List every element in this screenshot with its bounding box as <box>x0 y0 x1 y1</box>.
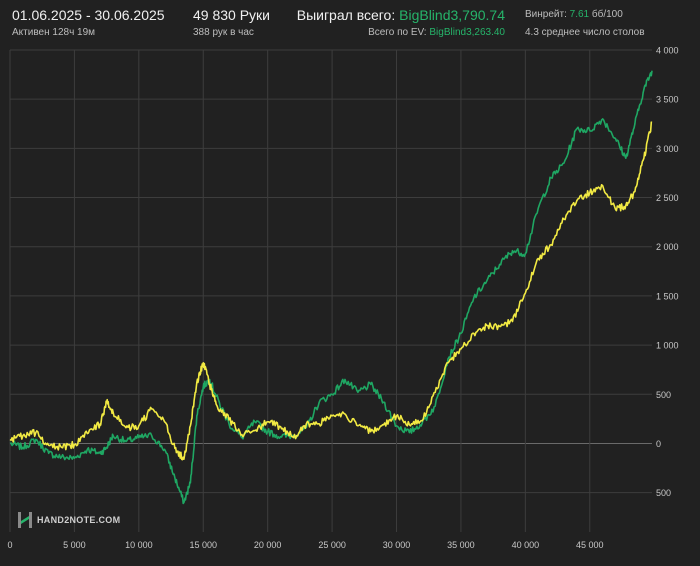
header: 01.06.2025 - 30.06.2025 Активен 128ч 19м… <box>0 0 700 44</box>
avg-tables: 4.3 среднее число столов <box>525 27 645 38</box>
y-tick-label: 3 500 <box>656 95 679 105</box>
x-tick-label: 0 <box>7 540 12 550</box>
y-tick-label: 4 000 <box>656 46 679 56</box>
winrate-unit: бб/100 <box>591 9 623 20</box>
y-tick-label: 1 000 <box>656 341 679 351</box>
winrate-value: 7.61 <box>569 9 590 20</box>
winrate-label: Винрейт: <box>525 9 567 20</box>
winrate: Винрейт: 7.61 бб/100 <box>525 9 623 20</box>
hands-per-hour: 388 рук в час <box>193 27 254 38</box>
series-line-won <box>9 70 653 505</box>
x-tick-label: 10 000 <box>125 540 153 550</box>
y-tick-label: 2 000 <box>656 242 679 252</box>
y-tick-label: 1 500 <box>656 291 679 301</box>
x-tick-label: 15 000 <box>189 540 217 550</box>
x-tick-label: 35 000 <box>447 540 475 550</box>
ev-value: BigBlind3,263.40 <box>429 27 505 38</box>
active-time: Активен 128ч 19м <box>12 27 96 38</box>
y-tick-label: 3 000 <box>656 144 679 154</box>
x-tick-label: 25 000 <box>318 540 346 550</box>
y-tick-label: 2 500 <box>656 193 679 203</box>
y-tick-label: 500 <box>656 390 671 400</box>
ev-total: Всего по EV: BigBlind3,263.40 <box>368 27 505 38</box>
x-tick-label: 30 000 <box>383 540 411 550</box>
series-line-ev <box>9 121 653 461</box>
won-total: Выиграл всего: BigBlind3,790.74 <box>297 7 505 23</box>
logo: HAND2NOTE.COM <box>18 512 120 528</box>
x-tick-label: 20 000 <box>254 540 282 550</box>
date-range[interactable]: 01.06.2025 - 30.06.2025 <box>12 7 165 23</box>
x-tick-label: 40 000 <box>512 540 540 550</box>
ev-label: Всего по EV: <box>368 27 427 38</box>
x-tick-label: 45 000 <box>576 540 604 550</box>
x-tick-label: 5 000 <box>63 540 86 550</box>
hand2note-logo-icon <box>18 512 32 528</box>
y-tick-label: 500 <box>656 488 671 498</box>
y-tick-label: 0 <box>656 439 661 449</box>
won-value: BigBlind3,790.74 <box>399 7 505 23</box>
hands-count: 49 830 Руки <box>193 7 270 23</box>
logo-text: HAND2NOTE.COM <box>37 515 121 525</box>
won-label: Выиграл всего: <box>296 7 396 23</box>
